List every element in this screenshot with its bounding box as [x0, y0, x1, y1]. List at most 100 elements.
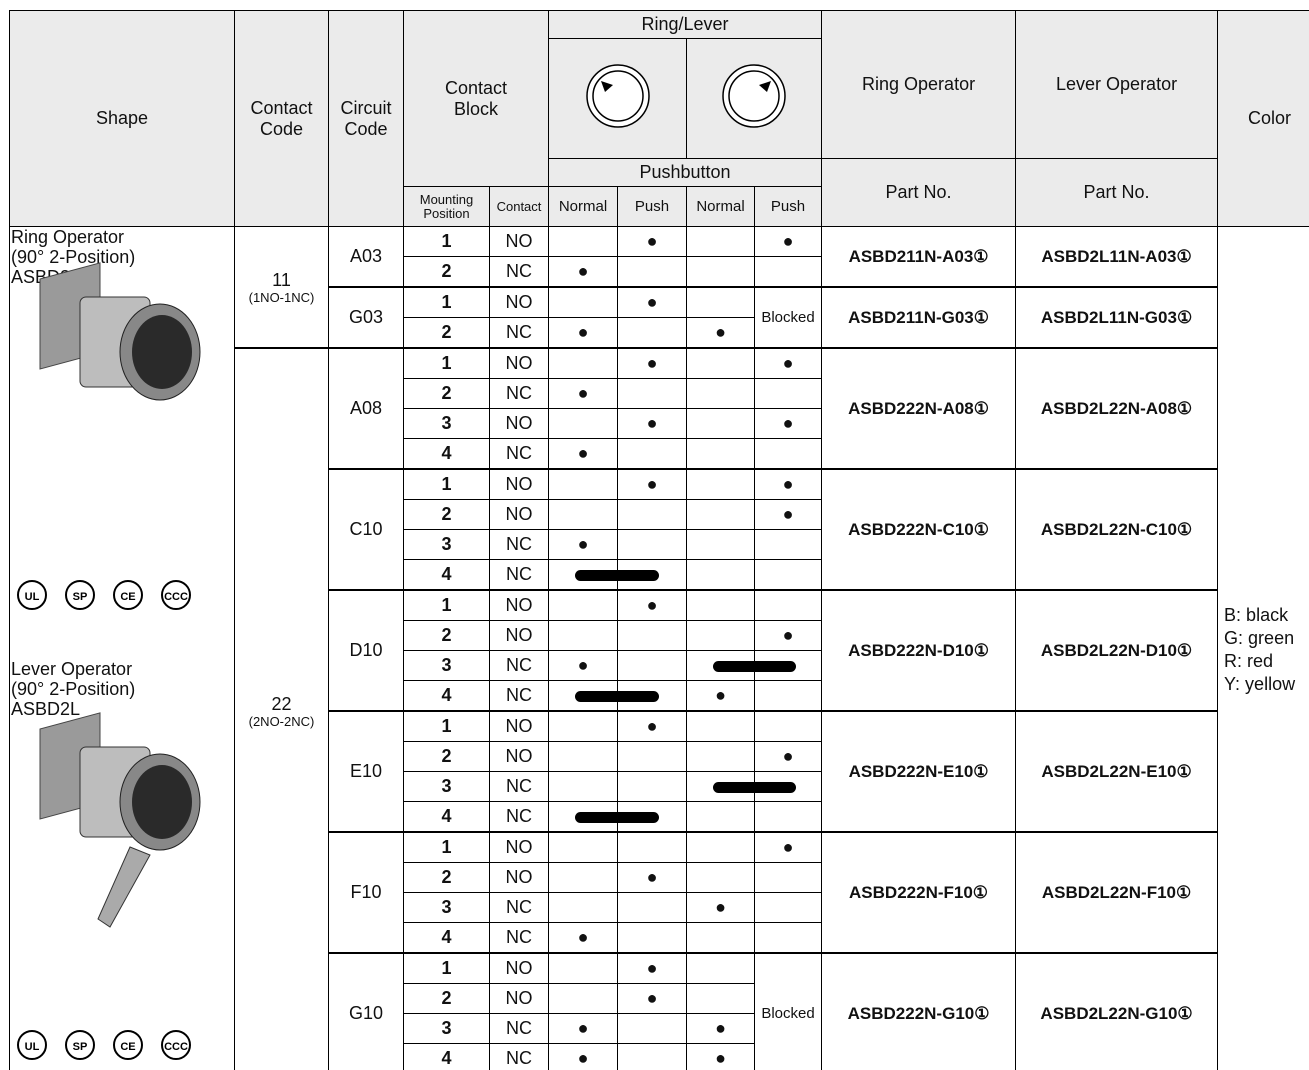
- lever-part-no: ASBD2L22N-C10①: [1015, 468, 1219, 591]
- cert-ring: [65, 1030, 95, 1060]
- mounting-position: 4: [403, 922, 490, 954]
- state-cell: [548, 286, 618, 318]
- state-cell: [686, 983, 755, 1014]
- state-cell: [753, 529, 823, 560]
- state-cell: [548, 499, 618, 530]
- data-row: 2 NO ●: [10, 862, 1309, 893]
- data-row: 3 NC ● ●: [10, 1013, 1309, 1044]
- header-cell: Ring/Lever: [547, 10, 823, 39]
- ring-part-no: ASBD222N-E10①: [821, 710, 1017, 833]
- contact-type: NC: [489, 892, 549, 923]
- state-cell: [548, 892, 618, 923]
- mounting-position: 2: [403, 983, 490, 1014]
- data-row: 4 NC ●: [10, 922, 1309, 954]
- header-cell: Part No.: [821, 158, 1017, 227]
- lever-part-no: ASBD2L22N-D10①: [1015, 589, 1219, 712]
- contact-type: NO: [489, 831, 549, 863]
- header-cell: Normal: [686, 186, 755, 227]
- mounting-position: 3: [403, 529, 490, 560]
- state-cell: ●: [617, 710, 687, 742]
- header-cell: Pushbutton: [547, 158, 823, 187]
- state-cell: [686, 559, 755, 591]
- mounting-position: 2: [403, 256, 490, 288]
- circuit-code: A03: [328, 226, 404, 288]
- dial-cell: [548, 38, 687, 159]
- table-body: Ring Operator (90° 2-Position) ASBD2 UL SP CE…: [9, 226, 1309, 1070]
- header-cell: Ring Operator: [821, 10, 1017, 159]
- color-cell: B: black G: green R: red Y: yellow: [1217, 226, 1309, 1070]
- state-cell: ●: [617, 226, 687, 257]
- data-row: F10 1 NO ● ASBD222N-F10① ASBD2L22N-F10①: [10, 831, 1309, 954]
- state-cell: [686, 862, 755, 893]
- contact-code: 11: [272, 269, 291, 290]
- state-cell: [617, 499, 687, 530]
- cert-ring: [113, 580, 143, 610]
- state-cell: [753, 680, 823, 712]
- state-bar: [712, 781, 796, 793]
- contact-code: 22: [271, 693, 292, 714]
- state-cell: [686, 408, 755, 439]
- state-cell: [548, 831, 618, 863]
- state-cell: [753, 378, 823, 409]
- state-cell: [548, 589, 618, 621]
- lever-part-no: ASBD2L11N-A03①: [1015, 226, 1219, 288]
- contact-type: NO: [489, 468, 549, 500]
- ring-part-no: ASBD211N-A03①: [821, 226, 1017, 288]
- header-cell: Contact: [489, 186, 549, 227]
- shape-label: Lever Operator (90° 2-Position) ASBD2L: [11, 659, 135, 719]
- state-cell: [617, 650, 687, 681]
- ring-part-no: ASBD222N-A08①: [821, 347, 1017, 470]
- state-cell: [617, 529, 687, 560]
- state-cell: [548, 952, 618, 984]
- mounting-position: 2: [403, 741, 490, 772]
- state-cell: [548, 862, 618, 893]
- shape-text: Ring Operator: [11, 227, 125, 248]
- state-cell: ●: [548, 438, 618, 470]
- ring-part-no: ASBD222N-G10①: [821, 952, 1017, 1070]
- mounting-position: 2: [403, 862, 490, 893]
- data-row: 3 NC: [10, 771, 1309, 802]
- contact-type: NO: [489, 983, 549, 1014]
- state-cell: ●: [686, 680, 755, 712]
- color-option: Y: yellow: [1224, 674, 1296, 694]
- state-cell: [686, 286, 755, 318]
- state-cell: [753, 892, 823, 923]
- circuit-code: E10: [328, 710, 404, 833]
- cert-text: UL: [25, 591, 40, 603]
- contact-code-cell: 22 (2NO-2NC): [234, 347, 329, 1070]
- state-cell: [686, 347, 755, 379]
- spec-table-wrap: Shape Contact Code Circuit Code Contact …: [9, 10, 1309, 1070]
- state-cell: [686, 529, 755, 560]
- state-cell: ●: [548, 922, 618, 954]
- state-cell: ●: [548, 1013, 618, 1044]
- state-cell: ●: [686, 892, 755, 923]
- circuit-code: F10: [328, 831, 404, 954]
- state-cell: ●: [617, 952, 687, 984]
- circuit-code: G10: [328, 952, 404, 1070]
- state-cell: ●: [686, 1043, 755, 1070]
- contact-code-cell: 11 (1NO-1NC): [234, 226, 329, 349]
- mounting-position: 3: [403, 1013, 490, 1044]
- header-cell: Lever Operator: [1015, 10, 1219, 159]
- data-row: G10 1 NO ● Blocked ASBD222N-G10① ASBD2L22N-G10…: [10, 952, 1309, 1070]
- state-cell: [548, 680, 659, 712]
- state-cell: [686, 499, 755, 530]
- product-photo: [39, 712, 201, 928]
- header-cell: Shape: [9, 10, 235, 227]
- color-option: B: black: [1224, 605, 1289, 625]
- contact-config: (1NO-1NC): [248, 289, 315, 305]
- contact-type: NC: [489, 771, 549, 802]
- state-cell: [548, 559, 659, 591]
- header-cell: Contact Block: [403, 10, 549, 187]
- state-cell: [548, 468, 618, 500]
- mounting-position: 4: [403, 438, 490, 470]
- mounting-position: 1: [403, 286, 490, 318]
- lever-part-no: ASBD2L22N-A08①: [1015, 347, 1219, 470]
- contact-type: NC: [489, 680, 549, 712]
- data-row: 2 NC ●: [10, 256, 1309, 288]
- state-cell: [753, 438, 823, 470]
- dial-icon: [585, 64, 650, 128]
- state-bar: [575, 811, 659, 823]
- mounting-position: 4: [403, 1043, 490, 1070]
- contact-type: NC: [489, 529, 549, 560]
